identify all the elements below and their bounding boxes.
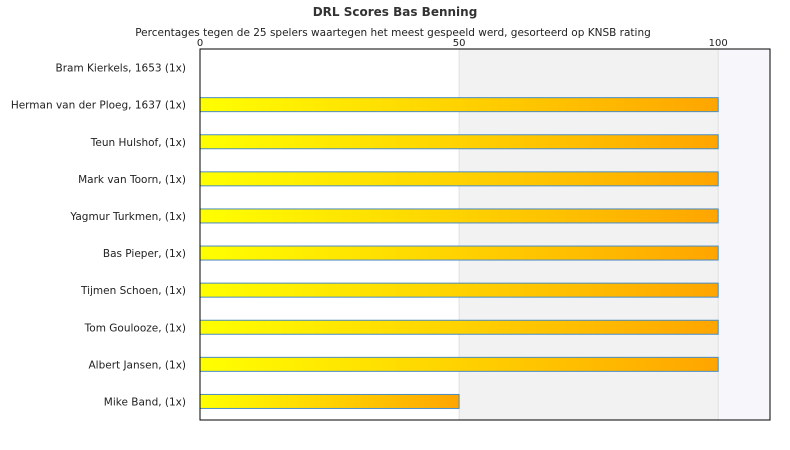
category-label: Bas Pieper, (1x) bbox=[103, 248, 186, 260]
chart-title: DRL Scores Bas Benning bbox=[313, 5, 478, 19]
plot-band bbox=[718, 49, 770, 420]
x-tick-label: 50 bbox=[453, 38, 466, 49]
x-axis: 0 50 100 bbox=[197, 38, 728, 49]
chart-subtitle: Percentages tegen de 25 spelers waartege… bbox=[135, 27, 651, 39]
bar bbox=[199, 319, 719, 335]
bar bbox=[199, 208, 719, 224]
plot-frame bbox=[199, 48, 771, 421]
bar bbox=[199, 134, 719, 150]
bar bbox=[199, 171, 719, 187]
bars bbox=[199, 97, 719, 409]
x-tick-label: 0 bbox=[197, 38, 203, 49]
bar bbox=[199, 282, 719, 298]
category-label: Bram Kierkels, 1653 (1x) bbox=[56, 63, 186, 75]
category-label: Tom Goulooze, (1x) bbox=[84, 322, 186, 334]
x-tick-label: 100 bbox=[709, 38, 728, 49]
y-axis: Bram Kierkels, 1653 (1x) Herman van der P… bbox=[11, 63, 186, 409]
bar bbox=[199, 97, 719, 113]
bar bbox=[199, 393, 460, 409]
category-label: Albert Jansen, (1x) bbox=[88, 359, 186, 371]
category-label: Yagmur Turkmen, (1x) bbox=[69, 211, 186, 223]
category-label: Teun Hulshof, (1x) bbox=[90, 137, 186, 149]
category-label: Herman van der Ploeg, 1637 (1x) bbox=[11, 100, 186, 112]
category-label: Tijmen Schoen, (1x) bbox=[80, 285, 186, 297]
bar bbox=[199, 356, 719, 372]
category-label: Mike Band, (1x) bbox=[104, 396, 186, 408]
bar bbox=[199, 245, 719, 261]
category-label: Mark van Toorn, (1x) bbox=[78, 174, 186, 186]
